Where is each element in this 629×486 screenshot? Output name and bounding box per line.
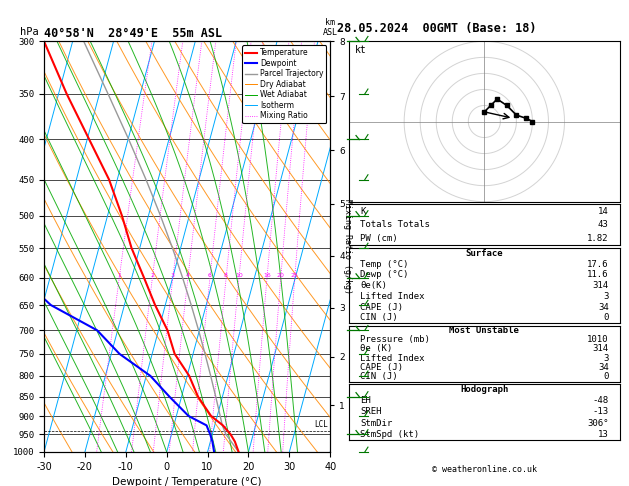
Text: 14: 14 [598, 207, 609, 215]
Text: km
ASL: km ASL [323, 18, 338, 37]
Text: CIN (J): CIN (J) [360, 313, 398, 322]
Text: StmSpd (kt): StmSpd (kt) [360, 430, 419, 439]
Text: 306°: 306° [587, 418, 609, 428]
Text: SREH: SREH [360, 407, 381, 417]
Text: 1010: 1010 [587, 335, 609, 344]
Text: 20: 20 [277, 273, 285, 278]
Text: 4: 4 [186, 273, 190, 278]
Text: Lifted Index: Lifted Index [360, 354, 425, 363]
Text: -48: -48 [593, 396, 609, 405]
X-axis label: Dewpoint / Temperature (°C): Dewpoint / Temperature (°C) [113, 477, 262, 486]
Text: 314: 314 [593, 345, 609, 353]
Text: K: K [360, 207, 365, 215]
Text: 16: 16 [263, 273, 271, 278]
Text: 2: 2 [150, 273, 154, 278]
Text: θe(K): θe(K) [360, 281, 387, 290]
Text: 3: 3 [603, 354, 609, 363]
Text: 10: 10 [235, 273, 243, 278]
Text: 40°58'N  28°49'E  55m ASL: 40°58'N 28°49'E 55m ASL [44, 27, 222, 40]
Legend: Temperature, Dewpoint, Parcel Trajectory, Dry Adiabat, Wet Adiabat, Isotherm, Mi: Temperature, Dewpoint, Parcel Trajectory… [242, 45, 326, 123]
Text: Most Unstable: Most Unstable [449, 326, 520, 335]
Text: 314: 314 [593, 281, 609, 290]
Text: 25: 25 [291, 273, 299, 278]
Text: PW (cm): PW (cm) [360, 234, 398, 243]
Text: 3: 3 [171, 273, 175, 278]
Text: Totals Totals: Totals Totals [360, 220, 430, 229]
Text: EH: EH [360, 396, 370, 405]
Text: CAPE (J): CAPE (J) [360, 303, 403, 312]
Text: 28.05.2024  00GMT (Base: 18): 28.05.2024 00GMT (Base: 18) [337, 22, 536, 35]
Text: 34: 34 [598, 303, 609, 312]
Text: 1: 1 [117, 273, 121, 278]
Text: CIN (J): CIN (J) [360, 372, 398, 382]
Text: Pressure (mb): Pressure (mb) [360, 335, 430, 344]
Text: 0: 0 [603, 313, 609, 322]
Text: θe (K): θe (K) [360, 345, 392, 353]
Text: 34: 34 [598, 363, 609, 372]
Text: kt: kt [355, 45, 366, 54]
Text: Surface: Surface [465, 249, 503, 258]
Text: 1.82: 1.82 [587, 234, 609, 243]
Text: 13: 13 [598, 430, 609, 439]
Text: 43: 43 [598, 220, 609, 229]
Text: 17.6: 17.6 [587, 260, 609, 268]
Text: LCL: LCL [314, 420, 328, 429]
Text: CAPE (J): CAPE (J) [360, 363, 403, 372]
Text: Hodograph: Hodograph [460, 385, 508, 394]
Text: 0: 0 [603, 372, 609, 382]
Text: 3: 3 [603, 292, 609, 301]
Text: Mixing Ratio (g/kg): Mixing Ratio (g/kg) [343, 199, 352, 294]
Text: 8: 8 [224, 273, 228, 278]
Text: 6: 6 [208, 273, 212, 278]
Text: Dewp (°C): Dewp (°C) [360, 270, 408, 279]
Text: Lifted Index: Lifted Index [360, 292, 425, 301]
Text: 11.6: 11.6 [587, 270, 609, 279]
Text: Temp (°C): Temp (°C) [360, 260, 408, 268]
Text: hPa: hPa [19, 27, 38, 37]
Text: StmDir: StmDir [360, 418, 392, 428]
Text: © weatheronline.co.uk: © weatheronline.co.uk [432, 465, 537, 474]
Text: -13: -13 [593, 407, 609, 417]
